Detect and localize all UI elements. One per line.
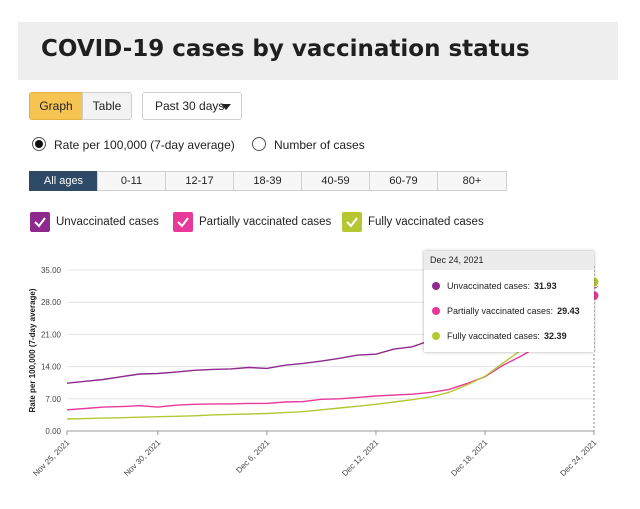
checkbox-checked-icon: [342, 212, 362, 232]
legend-dot-icon: [432, 332, 440, 340]
tooltip-value: 31.93: [534, 281, 557, 291]
age-tab-80-plus[interactable]: 80+: [437, 171, 507, 191]
checkbox-checked-icon: [30, 212, 50, 232]
age-tab-60-79[interactable]: 60-79: [369, 171, 438, 191]
tooltip-value: 32.39: [544, 331, 567, 341]
legend-dot-icon: [432, 282, 440, 290]
legend-dot-icon: [432, 307, 440, 315]
period-select[interactable]: Past 30 days: [142, 92, 242, 120]
age-tab-40-59[interactable]: 40-59: [301, 171, 370, 191]
y-tick-label: 35.00: [41, 266, 62, 275]
chevron-down-icon: [221, 104, 231, 110]
age-tab-all[interactable]: All ages: [29, 171, 98, 191]
table-view-button[interactable]: Table: [82, 92, 132, 120]
title-bar: COVID-19 cases by vaccination status: [18, 22, 618, 80]
y-axis-label: Rate per 100,000 (7-day average): [28, 288, 37, 412]
tooltip-date: Dec 24, 2021: [424, 251, 594, 270]
radio-selected-icon: [32, 137, 46, 151]
tooltip-label: Fully vaccinated cases:: [447, 331, 541, 341]
legend-partially-label: Partially vaccinated cases: [199, 216, 332, 228]
series-line-partially: [66, 295, 595, 411]
x-tick-label: Dec 24, 2021: [558, 438, 598, 478]
x-tick-label: Dec 12, 2021: [340, 438, 380, 478]
rate-radio-label: Rate per 100,000 (7-day average): [54, 138, 235, 152]
page-title: COVID-19 cases by vaccination status: [41, 36, 530, 62]
legend-fully-label: Fully vaccinated cases: [368, 216, 484, 228]
count-radio-label: Number of cases: [274, 138, 365, 152]
legend-unvaccinated-label: Unvaccinated cases: [56, 216, 159, 228]
age-tab-0-11[interactable]: 0-11: [97, 171, 166, 191]
age-tab-12-17[interactable]: 12-17: [165, 171, 234, 191]
y-tick-label: 28.00: [41, 298, 62, 307]
age-group-tabs: All ages 0-11 12-17 18-39 40-59 60-79 80…: [29, 171, 507, 191]
x-tick-label: Nov 30, 2021: [122, 438, 162, 478]
y-tick-label: 14.00: [41, 363, 62, 372]
x-tick-label: Nov 25, 2021: [31, 438, 71, 478]
tooltip-label: Unvaccinated cases:: [447, 281, 531, 291]
tooltip-label: Partially vaccinated cases:: [447, 306, 554, 316]
x-tick-label: Dec 18, 2021: [449, 438, 489, 478]
graph-view-button[interactable]: Graph: [29, 92, 83, 120]
y-tick-label: 7.00: [45, 395, 61, 404]
y-tick-label: 0.00: [45, 427, 61, 436]
chart-tooltip: Dec 24, 2021 Unvaccinated cases: 31.93 Pa…: [424, 251, 594, 352]
x-tick-label: Dec 6, 2021: [234, 438, 271, 475]
series-line-fully: [66, 281, 595, 420]
tooltip-value: 29.43: [557, 306, 580, 316]
y-tick-label: 21.00: [41, 330, 62, 339]
radio-unselected-icon: [252, 137, 266, 151]
checkbox-checked-icon: [173, 212, 193, 232]
period-select-value: Past 30 days: [155, 99, 225, 113]
age-tab-18-39[interactable]: 18-39: [233, 171, 302, 191]
